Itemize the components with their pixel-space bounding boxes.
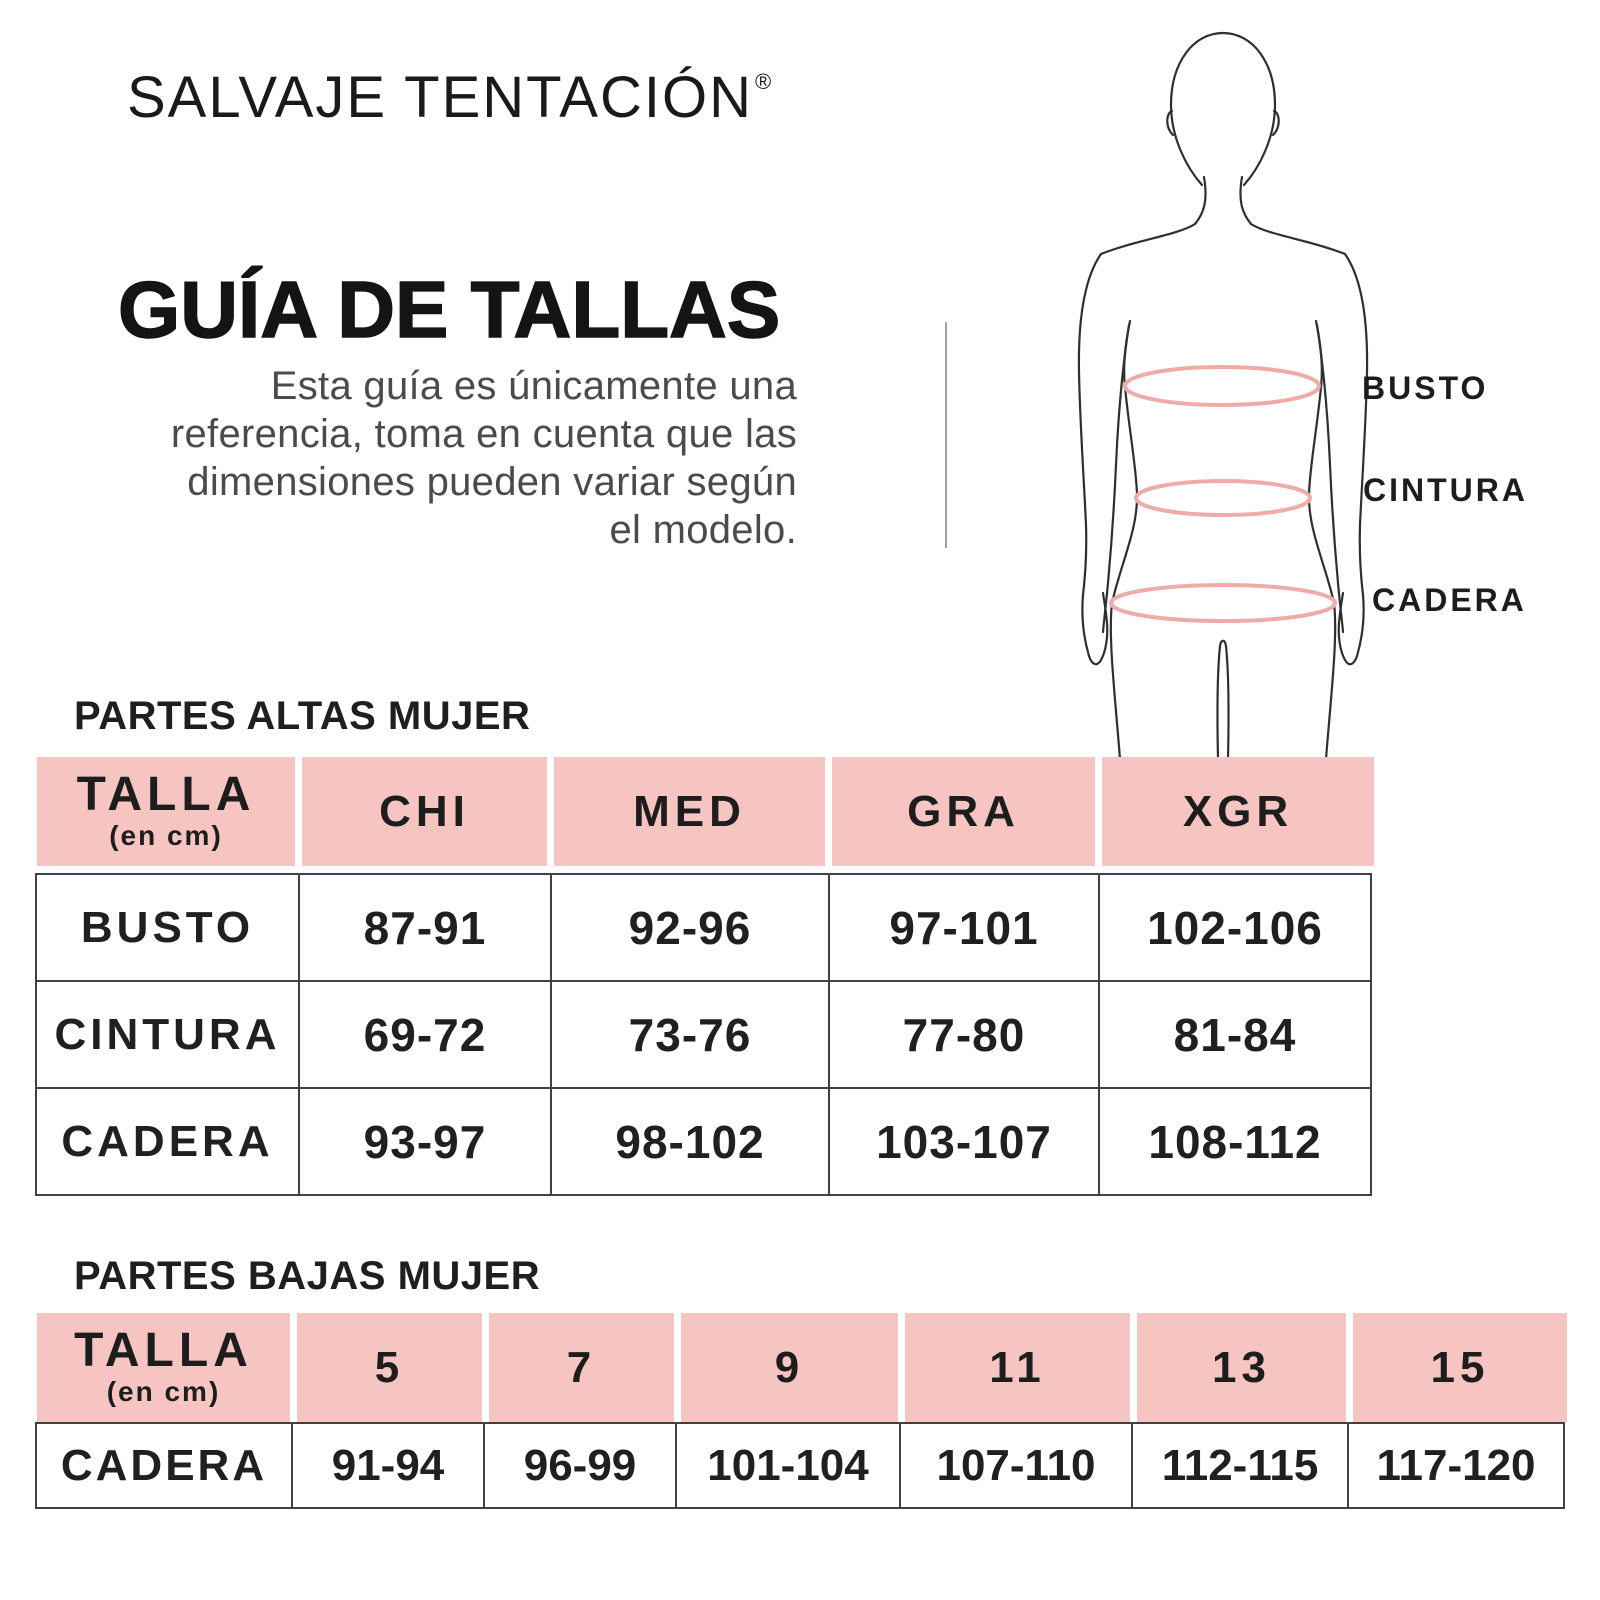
figure-label-busto: BUSTO	[1362, 370, 1489, 406]
row-label-cintura: CINTURA	[37, 982, 300, 1089]
table-cell: 92-96	[552, 875, 830, 982]
table-cell: 117-120	[1349, 1424, 1565, 1509]
table-cell: 77-80	[830, 982, 1100, 1089]
description-line: Esta guía es únicamente una	[270, 364, 797, 408]
size-label: TALLA	[74, 1323, 253, 1377]
brand-logo: SALVAJE TENTACIÓN®	[127, 64, 771, 131]
head-right-outline	[1221, 31, 1277, 187]
lower-sizes-table-header: TALLA (en cm) 5 7 9 11 13 15	[37, 1313, 1567, 1422]
intro-description: Esta guía es únicamente una referencia, …	[95, 362, 797, 554]
torso-left-outline	[1109, 319, 1139, 760]
table-cell: 87-91	[300, 875, 552, 982]
table-cell: 91-94	[293, 1424, 485, 1509]
registered-trademark-symbol: ®	[754, 69, 772, 94]
column-header-7: 7	[489, 1313, 674, 1422]
table-cell: 97-101	[830, 875, 1100, 982]
waist-measure-line	[1134, 479, 1312, 517]
column-header-label: 9	[774, 1342, 805, 1392]
brand-name: SALVAJE TENTACIÓN	[127, 65, 753, 130]
column-header-label: MED	[633, 786, 746, 836]
table-cell: 101-104	[677, 1424, 901, 1509]
row-label-cadera: CADERA	[37, 1089, 300, 1196]
neck-right-shoulder	[1239, 175, 1347, 256]
lower-sizes-table-body: CADERA 91-94 96-99 101-104 107-110 112-1…	[35, 1422, 1565, 1509]
right-hand	[1337, 591, 1359, 666]
upper-sizes-table-body: BUSTO 87-91 92-96 97-101 102-106 CINTURA…	[35, 873, 1372, 1196]
description-line: el modelo.	[609, 508, 797, 552]
row-label-busto: BUSTO	[37, 875, 300, 982]
table-cell: 107-110	[901, 1424, 1133, 1509]
section-title-partes-altas: PARTES ALTAS MUJER	[74, 694, 531, 738]
column-header-xgr: XGR	[1102, 757, 1374, 866]
column-header-label: 15	[1430, 1342, 1490, 1392]
female-body-outline	[1077, 31, 1369, 760]
right-arm-outer	[1343, 252, 1369, 658]
column-header-label: 5	[374, 1342, 405, 1392]
column-header-label: 7	[566, 1342, 597, 1392]
table-cell: 102-106	[1100, 875, 1372, 982]
column-header-gra: GRA	[832, 757, 1095, 866]
column-header-label: GRA	[907, 786, 1020, 836]
column-header-label: 13	[1212, 1342, 1271, 1392]
inner-leg-lines	[1216, 639, 1230, 760]
upper-sizes-table-header: TALLA (en cm) CHI MED GRA XGR	[37, 757, 1374, 866]
table-cell: 73-76	[552, 982, 830, 1089]
column-header-label: XGR	[1182, 786, 1294, 836]
column-header-label: CHI	[379, 786, 470, 836]
right-arm-inner	[1315, 323, 1345, 634]
description-line: referencia, toma en cuenta que las	[170, 412, 797, 456]
page-title: GUÍA DE TALLAS	[117, 265, 781, 354]
left-ear	[1166, 109, 1175, 137]
header-cell-talla: TALLA (en cm)	[37, 1313, 290, 1422]
neck-left-shoulder	[1099, 175, 1207, 256]
section-title-partes-bajas: PARTES BAJAS MUJER	[74, 1254, 541, 1298]
table-cell: 98-102	[552, 1089, 830, 1196]
table-cell: 69-72	[300, 982, 552, 1089]
left-arm-inner	[1101, 323, 1131, 634]
right-ear	[1271, 109, 1280, 137]
header-cell-talla: TALLA (en cm)	[37, 757, 295, 866]
figure-label-cintura: CINTURA	[1363, 472, 1528, 508]
row-label-cadera: CADERA	[37, 1424, 293, 1509]
female-figure-illustration	[990, 25, 1410, 760]
description-line: dimensiones pueden variar según	[187, 460, 797, 504]
left-hand	[1087, 591, 1109, 666]
vertical-divider	[945, 322, 947, 548]
figure-label-cadera: CADERA	[1372, 582, 1527, 618]
size-unit-label: (en cm)	[109, 819, 223, 851]
column-header-11: 11	[905, 1313, 1130, 1422]
column-header-15: 15	[1353, 1313, 1567, 1422]
table-cell: 108-112	[1100, 1089, 1372, 1196]
torso-right-outline	[1307, 319, 1337, 760]
size-label: TALLA	[76, 767, 256, 821]
size-unit-label: (en cm)	[106, 1375, 221, 1407]
head-left-outline	[1169, 31, 1225, 187]
table-cell: 103-107	[830, 1089, 1100, 1196]
column-header-5: 5	[297, 1313, 482, 1422]
table-cell: 81-84	[1100, 982, 1372, 1089]
table-cell: 112-115	[1133, 1424, 1349, 1509]
table-cell: 96-99	[485, 1424, 677, 1509]
column-header-9: 9	[681, 1313, 898, 1422]
hip-measure-line	[1109, 583, 1337, 623]
column-header-label: 11	[989, 1342, 1046, 1392]
column-header-chi: CHI	[302, 757, 547, 866]
body-outline-strokes	[1077, 31, 1369, 760]
column-header-med: MED	[554, 757, 825, 866]
table-cell: 93-97	[300, 1089, 552, 1196]
left-arm-outer	[1077, 252, 1103, 658]
column-header-13: 13	[1137, 1313, 1346, 1422]
bust-measure-line	[1123, 365, 1321, 407]
